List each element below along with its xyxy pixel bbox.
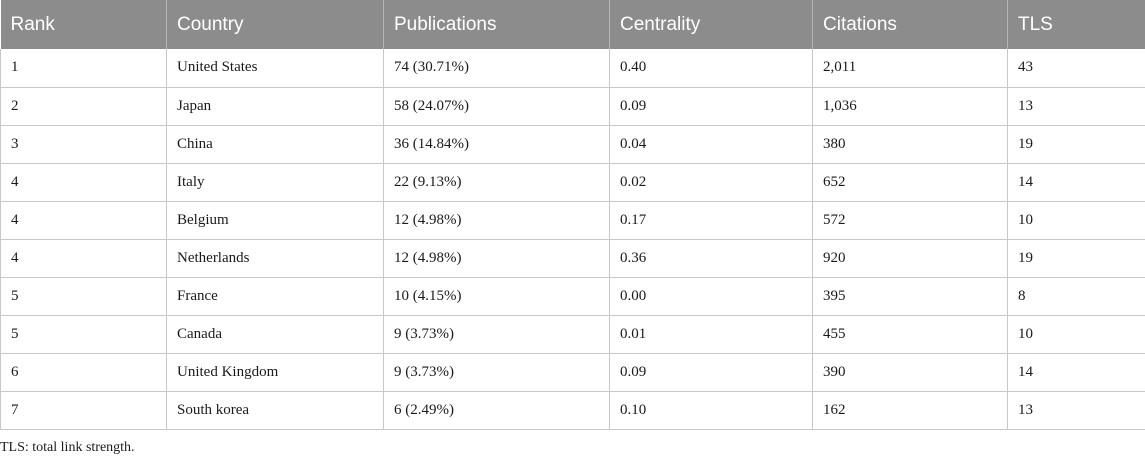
cell-rank: 1 <box>0 49 167 88</box>
cell-publications: 22 (9.13%) <box>383 163 610 202</box>
cell-tls: 8 <box>1007 277 1145 316</box>
cell-citations: 455 <box>812 315 1008 354</box>
cell-centrality: 0.04 <box>609 125 813 164</box>
country-publications-table: Rank Country Publications Centrality Cit… <box>0 0 1145 430</box>
cell-rank: 6 <box>0 353 167 392</box>
cell-tls: 13 <box>1007 391 1145 430</box>
cell-publications: 12 (4.98%) <box>383 201 610 240</box>
cell-rank: 4 <box>0 201 167 240</box>
cell-tls: 14 <box>1007 163 1145 202</box>
cell-citations: 380 <box>812 125 1008 164</box>
cell-publications: 9 (3.73%) <box>383 353 610 392</box>
cell-citations: 390 <box>812 353 1008 392</box>
cell-citations: 395 <box>812 277 1008 316</box>
cell-publications: 12 (4.98%) <box>383 239 610 278</box>
cell-tls: 10 <box>1007 315 1145 354</box>
table-row: 3 China 36 (14.84%) 0.04 380 19 <box>0 125 1145 164</box>
cell-publications: 6 (2.49%) <box>383 391 610 430</box>
cell-tls: 10 <box>1007 201 1145 240</box>
header-citations: Citations <box>812 0 1008 49</box>
table-row: 4 Belgium 12 (4.98%) 0.17 572 10 <box>0 201 1145 240</box>
cell-rank: 5 <box>0 315 167 354</box>
cell-citations: 920 <box>812 239 1008 278</box>
cell-publications: 9 (3.73%) <box>383 315 610 354</box>
cell-centrality: 0.17 <box>609 201 813 240</box>
cell-country: Netherlands <box>166 239 384 278</box>
cell-tls: 43 <box>1007 49 1145 88</box>
cell-rank: 4 <box>0 163 167 202</box>
cell-publications: 58 (24.07%) <box>383 87 610 126</box>
header-tls: TLS <box>1018 13 1053 35</box>
cell-centrality: 0.02 <box>609 163 813 202</box>
cell-citations: 2,011 <box>812 49 1008 88</box>
cell-centrality: 0.01 <box>609 315 813 354</box>
cell-rank: 7 <box>0 391 167 430</box>
cell-citations: 1,036 <box>812 87 1008 126</box>
table-row: 4 Netherlands 12 (4.98%) 0.36 920 19 <box>0 239 1145 278</box>
header-rank: Rank <box>0 0 167 49</box>
table-row: 7 South korea 6 (2.49%) 0.10 162 13 <box>0 391 1145 430</box>
table-footnote: TLS: total link strength. <box>0 440 135 455</box>
cell-country: France <box>166 277 384 316</box>
cell-citations: 652 <box>812 163 1008 202</box>
cell-country: Canada <box>166 315 384 354</box>
cell-country: Italy <box>166 163 384 202</box>
cell-publications: 36 (14.84%) <box>383 125 610 164</box>
table-row: 2 Japan 58 (24.07%) 0.09 1,036 13 <box>0 87 1145 126</box>
cell-publications: 74 (30.71%) <box>383 49 610 88</box>
table-row: 4 Italy 22 (9.13%) 0.02 652 14 <box>0 163 1145 202</box>
cell-country: United States <box>166 49 384 88</box>
cell-tls: 14 <box>1007 353 1145 392</box>
cell-tls: 19 <box>1007 125 1145 164</box>
cell-rank: 5 <box>0 277 167 316</box>
cell-rank: 3 <box>0 125 167 164</box>
cell-rank: 2 <box>0 87 167 126</box>
cell-country: Belgium <box>166 201 384 240</box>
cell-country: China <box>166 125 384 164</box>
cell-citations: 162 <box>812 391 1008 430</box>
header-publications: Publications <box>383 0 610 49</box>
cell-tls: 13 <box>1007 87 1145 126</box>
cell-centrality: 0.00 <box>609 277 813 316</box>
table-row: 5 France 10 (4.15%) 0.00 395 8 <box>0 277 1145 316</box>
table-row: 6 United Kingdom 9 (3.73%) 0.09 390 14 <box>0 353 1145 392</box>
cell-country: South korea <box>166 391 384 430</box>
header-centrality: Centrality <box>609 0 813 49</box>
cell-centrality: 0.40 <box>609 49 813 88</box>
cell-citations: 572 <box>812 201 1008 240</box>
table-row: 1 United States 74 (30.71%) 0.40 2,011 4… <box>0 49 1145 88</box>
cell-country: United Kingdom <box>166 353 384 392</box>
cell-centrality: 0.36 <box>609 239 813 278</box>
cell-publications: 10 (4.15%) <box>383 277 610 316</box>
cell-tls: 19 <box>1007 239 1145 278</box>
cell-centrality: 0.09 <box>609 353 813 392</box>
cell-centrality: 0.10 <box>609 391 813 430</box>
table-header-row: Rank Country Publications Centrality Cit… <box>0 0 1145 49</box>
cell-rank: 4 <box>0 239 167 278</box>
cell-centrality: 0.09 <box>609 87 813 126</box>
header-country: Country <box>166 0 384 49</box>
table-row: 5 Canada 9 (3.73%) 0.01 455 10 <box>0 315 1145 354</box>
cell-country: Japan <box>166 87 384 126</box>
